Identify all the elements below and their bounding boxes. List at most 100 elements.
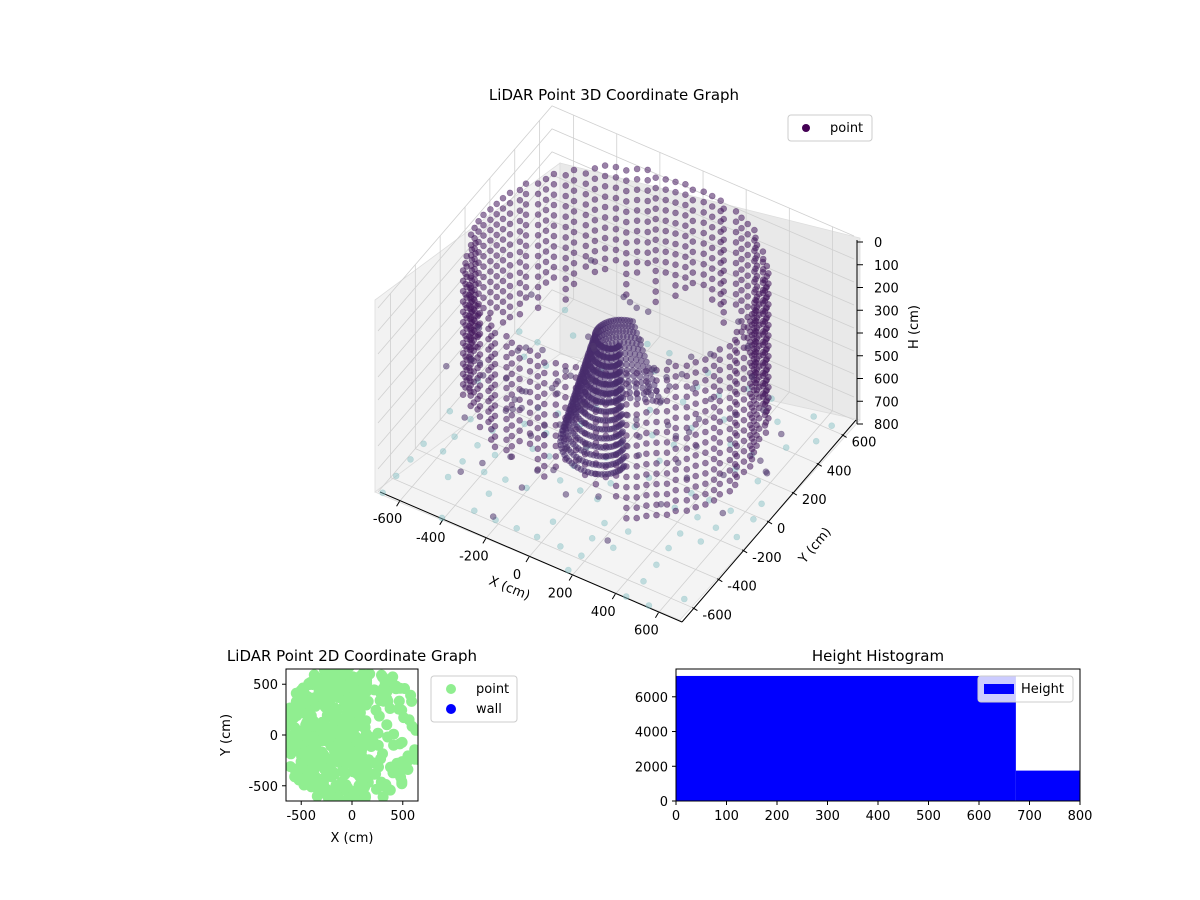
point-2d [328, 675, 340, 687]
point-3d [717, 207, 725, 215]
point-2d [300, 708, 312, 720]
point-3d [631, 378, 639, 386]
point-3d [672, 476, 680, 484]
point-3d [612, 482, 620, 490]
chart-3d-legend: point [787, 114, 873, 142]
point-3d [476, 351, 484, 358]
point-3d [499, 194, 507, 202]
point-3d [740, 458, 748, 465]
point-3d [570, 239, 578, 246]
point-2d [350, 731, 362, 743]
point-3d [751, 340, 758, 348]
point-3d [700, 229, 708, 237]
point-3d [534, 232, 542, 239]
point-3d [476, 392, 484, 400]
point-3d [534, 211, 542, 218]
point-3d [710, 383, 718, 390]
x-tick-label-hist: 700 [1017, 809, 1042, 824]
point-3d [522, 221, 530, 229]
point-3d [459, 329, 467, 336]
point-3d [759, 268, 767, 276]
legend-marker-wall-2d [446, 704, 456, 714]
point-3d [759, 362, 767, 369]
point-3d [552, 370, 560, 377]
point-3d [503, 446, 510, 454]
point-3d [762, 429, 770, 437]
point-3d [612, 225, 620, 233]
point-3d [634, 395, 642, 402]
point-3d [740, 427, 748, 434]
point-3d [653, 491, 660, 498]
point-3d [472, 270, 479, 278]
point-3d [439, 448, 447, 455]
point-3d [562, 285, 570, 293]
point-3d [672, 209, 679, 217]
point-3d [683, 474, 691, 482]
chart-2d-xlabel: X (cm) [331, 831, 374, 846]
point-3d [738, 224, 745, 232]
point-3d [682, 232, 689, 240]
point-3d [672, 230, 679, 237]
point-3d [562, 234, 570, 241]
point-3d [710, 476, 718, 484]
point-3d [518, 387, 526, 395]
point-3d [601, 265, 609, 273]
point-3d [662, 227, 670, 235]
point-3d [717, 197, 725, 204]
point-3d [575, 457, 582, 464]
point-3d [463, 252, 471, 260]
point-3d [491, 350, 499, 358]
point-3d [459, 381, 467, 388]
y-tick-label: -400 [727, 580, 757, 595]
point-3d [653, 511, 660, 519]
point-3d [552, 401, 560, 408]
point-3d [499, 308, 507, 316]
point-2d [324, 794, 335, 801]
point-3d [635, 451, 643, 459]
point-3d [744, 272, 752, 280]
point-3d [716, 439, 724, 446]
point-3d [472, 239, 479, 247]
point-3d [522, 273, 530, 281]
point-3d [628, 361, 636, 369]
point-3d [645, 602, 653, 609]
point-3d [744, 282, 752, 290]
point-2d [329, 768, 341, 780]
point-3d [653, 439, 660, 447]
point-2d [360, 792, 371, 801]
point-3d [750, 448, 758, 456]
y-tick-label-2d: 500 [253, 678, 278, 693]
point-3d [726, 342, 734, 350]
point-3d [682, 181, 689, 188]
z-tick-label: 300 [874, 304, 899, 319]
point-3d [633, 416, 640, 423]
point-3d [618, 419, 626, 427]
point-3d [516, 365, 523, 372]
point-3d [493, 252, 501, 259]
point-3d [407, 456, 414, 463]
point-3d [508, 370, 516, 378]
point-3d [516, 290, 524, 297]
point-2d [355, 685, 367, 697]
point-3d [480, 221, 487, 229]
point-3d [594, 327, 602, 335]
point-3d [782, 444, 790, 451]
point-2d [318, 752, 330, 764]
point-3d [708, 244, 716, 252]
point-3d [662, 238, 670, 245]
point-3d [623, 473, 630, 481]
point-3d [601, 214, 609, 221]
point-3d [493, 242, 501, 249]
point-2d [328, 724, 340, 736]
point-3d [733, 328, 741, 336]
point-3d [708, 275, 716, 283]
chart-2d-title: LiDAR Point 2D Coordinate Graph [227, 647, 477, 665]
point-3d [578, 552, 585, 560]
point-3d [562, 213, 570, 220]
point-3d [470, 337, 478, 344]
point-3d [622, 177, 630, 184]
point-3d [475, 218, 482, 225]
point-3d [534, 435, 542, 442]
point-3d [720, 471, 727, 479]
y-tick-mark [816, 462, 822, 467]
